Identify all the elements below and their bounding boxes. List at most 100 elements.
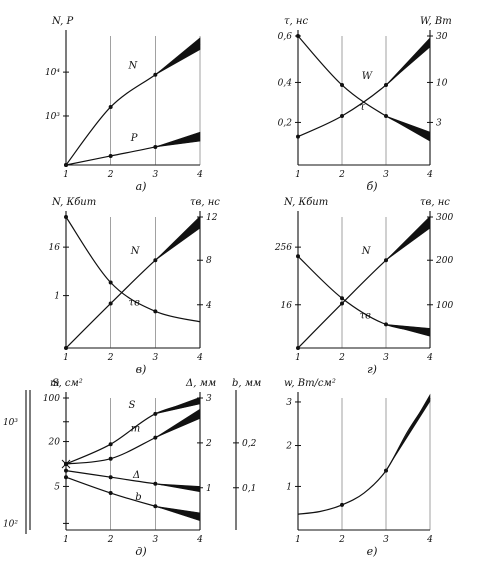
series-band (385, 393, 431, 471)
panel-caption: г) (367, 363, 377, 376)
series-label: N (130, 246, 141, 257)
series-line (297, 397, 431, 515)
data-point (296, 254, 300, 259)
series-label: S (129, 400, 136, 411)
data-point (64, 475, 68, 480)
y-right-tick-label: 4 (205, 301, 212, 311)
data-point (64, 215, 68, 219)
start-cross-mark (61, 459, 71, 469)
x-tick-label: 1 (63, 535, 69, 545)
data-point (108, 442, 113, 447)
x-tick-label: 1 (63, 170, 69, 180)
x-tick-label: 3 (152, 170, 158, 180)
data-point (384, 258, 388, 263)
x-tick-label: 1 (295, 353, 301, 363)
series-band (155, 408, 201, 438)
y-right2-tick-label: 0,2 (242, 439, 257, 449)
x-tick-label: 2 (338, 535, 345, 545)
y-right2-tick-label: 0,1 (242, 484, 256, 494)
y-left-tick-label: 16 (281, 301, 293, 311)
series-line (65, 216, 201, 323)
y-left-label: w, Вт/см² (284, 378, 336, 389)
data-point (153, 481, 158, 486)
data-point (340, 301, 344, 306)
y-right-label: τв, нс (420, 197, 450, 208)
series-label: Δ (132, 470, 140, 481)
data-point (108, 491, 113, 496)
series-line (65, 413, 201, 465)
y-left-tick-label: 0,4 (278, 78, 293, 88)
y-right-label: Δ, мм (185, 378, 216, 389)
data-point (384, 113, 388, 118)
series-band (155, 483, 201, 493)
y-right2-label: b, мм (232, 378, 261, 389)
series-band (155, 396, 201, 415)
y-left-tick-label: 10³ (45, 112, 60, 122)
series-label: m (131, 424, 140, 435)
panel-caption: е) (367, 545, 378, 558)
y-left2-label: m (50, 378, 59, 389)
y-left-label: S, см² (52, 378, 83, 389)
y-left-label: N, Кбит (283, 197, 328, 208)
data-point (340, 83, 344, 88)
data-point (384, 83, 388, 88)
series-label: τв (129, 297, 141, 308)
series-label: N (128, 61, 139, 72)
series-band (155, 505, 201, 522)
y-left2-tick-label: 5 (54, 482, 60, 492)
data-point (64, 346, 68, 350)
panel-caption: д) (135, 545, 146, 558)
series-band (155, 131, 201, 148)
data-point (296, 134, 300, 139)
data-point (384, 322, 388, 327)
data-point (296, 346, 300, 350)
y-right-tick-label: 3 (206, 394, 212, 404)
series-band (385, 115, 431, 142)
y-right-label: τв, нс (190, 197, 220, 208)
series-label: N (361, 246, 372, 257)
y-right-tick-label: 10 (436, 78, 448, 88)
x-tick-label: 3 (383, 535, 389, 545)
y-left-label: N, Кбит (51, 197, 96, 208)
y-right-tick-label: 1 (206, 484, 212, 494)
x-tick-label: 4 (426, 353, 433, 363)
y-right-label: W, Вт (420, 16, 452, 27)
data-point (108, 104, 113, 109)
data-point (340, 113, 344, 118)
data-point (64, 468, 68, 473)
data-point (153, 258, 158, 263)
y-right-tick-label: 200 (435, 256, 453, 266)
y-left-tick-label: 10⁴ (45, 68, 60, 78)
x-tick-label: 1 (63, 353, 69, 363)
data-point (153, 309, 158, 314)
series-line (297, 35, 431, 138)
y-left-tick-label: 1 (54, 292, 60, 302)
y-left-label: τ, нс (284, 16, 308, 27)
x-tick-label: 2 (338, 353, 345, 363)
x-tick-label: 2 (107, 353, 114, 363)
y-left2-tick-label: 100 (43, 394, 60, 404)
series-band (385, 324, 431, 337)
x-tick-label: 2 (107, 170, 114, 180)
series-band (155, 215, 201, 261)
data-point (108, 475, 113, 480)
data-point (108, 280, 113, 285)
y-right-tick-label: 2 (205, 439, 212, 449)
data-point (153, 72, 158, 77)
x-tick-label: 4 (196, 353, 203, 363)
panel-caption: а) (136, 180, 147, 193)
panel-caption: б) (366, 180, 377, 193)
series-band (155, 37, 201, 75)
y-left-tick-label: 2 (285, 442, 292, 452)
series-label: τв (360, 310, 372, 321)
data-point (108, 153, 113, 158)
y-right-tick-label: 30 (436, 32, 448, 42)
x-tick-label: 4 (196, 170, 203, 180)
data-point (153, 504, 158, 509)
series-band (385, 215, 431, 261)
y-right-tick-label: 8 (206, 256, 212, 266)
series-band (385, 37, 431, 86)
data-point (384, 468, 388, 473)
